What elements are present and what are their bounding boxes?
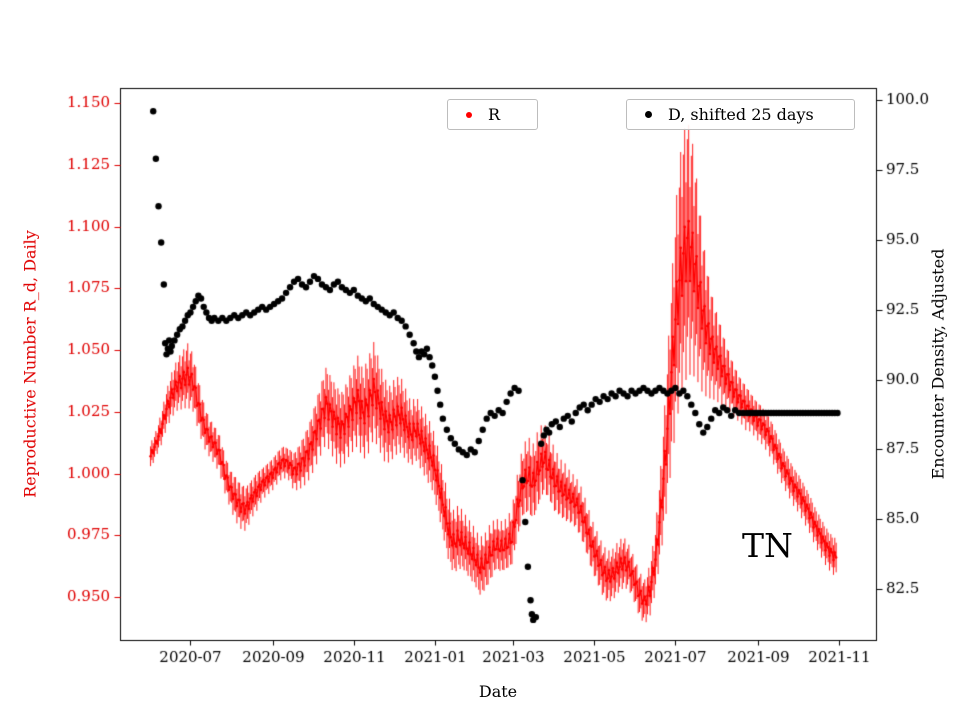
x-axis-label: Date <box>478 682 518 701</box>
legend-d-marker-icon <box>645 111 652 118</box>
right-axis-label: Encounter Density, Adjusted <box>928 248 948 480</box>
legend-r-marker-icon <box>466 111 472 118</box>
legend-r-label: R <box>488 105 501 124</box>
legend-d: D, shifted 25 days <box>626 99 855 130</box>
left-axis-label: Reproductive Number R_d, Daily <box>20 230 40 498</box>
legend-r: R <box>447 99 538 130</box>
state-annotation: TN <box>742 526 793 565</box>
legend-d-label: D, shifted 25 days <box>668 105 814 124</box>
